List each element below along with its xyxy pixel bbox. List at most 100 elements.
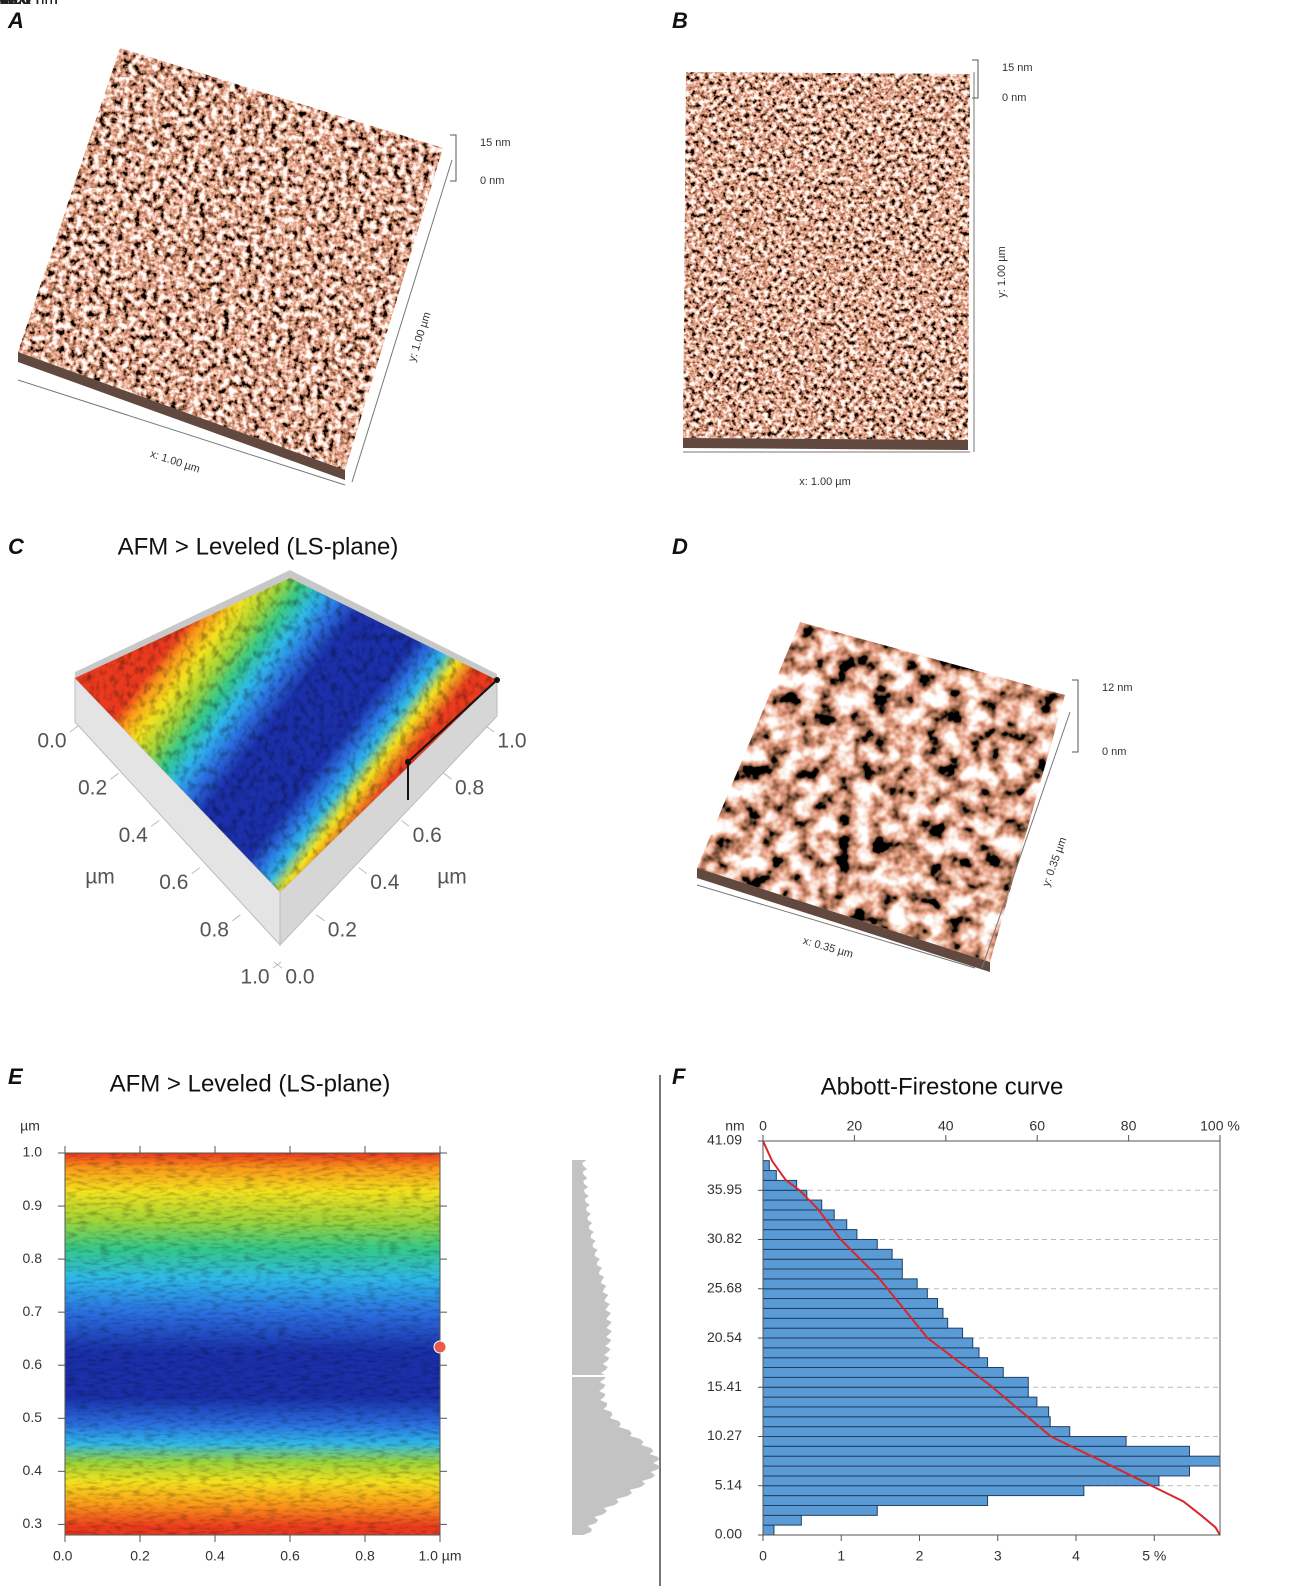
abbott-curve [762, 1140, 1221, 1536]
tick-label: 1.0 [497, 730, 526, 753]
x-tick-label: 1 [837, 1548, 845, 1564]
bar [762, 1278, 918, 1290]
tick-label: 0.6 [159, 871, 188, 894]
marker-dot [494, 677, 500, 683]
colorbar-tick-label: 15.1 nm [0, 0, 58, 8]
y-tick-label: 30.82 [707, 1230, 742, 1246]
tick [443, 772, 452, 780]
bar [762, 1238, 878, 1250]
panel-title: AFM > Leveled (LS-plane) [118, 533, 399, 560]
colorbar-tick-label: 4.0 [0, 0, 22, 8]
y-tick-label: 0.6 [23, 1356, 43, 1372]
tick-label: 0.4 [370, 871, 400, 894]
x-tick-label: 0.6 [280, 1548, 300, 1564]
bar [762, 1406, 1050, 1418]
x-tick-label: 4 [1072, 1548, 1080, 1564]
tick-label: 0.4 [119, 824, 149, 847]
y-axis-line [981, 711, 1071, 969]
y-tick-label: 10.27 [707, 1427, 742, 1443]
y-axis-label: nm [725, 1118, 744, 1134]
surface [18, 48, 443, 470]
bar [762, 1524, 775, 1536]
bar [762, 1268, 903, 1280]
scale-label: 15 nm [1002, 62, 1033, 74]
x2-tick-label: 100 % [1200, 1118, 1240, 1134]
colorbar-tick-label: 10.0 [0, 0, 31, 8]
x-axis-line [696, 884, 976, 969]
marker-dot [433, 1340, 447, 1354]
y-tick-label: 41.09 [707, 1132, 742, 1148]
bar [762, 1465, 1190, 1477]
bar [762, 1475, 1160, 1487]
bar [762, 1455, 1221, 1467]
scale-label: 15 nm [480, 137, 511, 149]
colorbar-tick-label: 0.0 [0, 0, 22, 8]
tick-label: 0.0 [285, 966, 314, 989]
tick [232, 914, 241, 922]
colorbar-tick-label: 4.0 [0, 0, 22, 8]
x-tick-label: 2 [916, 1548, 924, 1564]
y-tick-label: 0.4 [23, 1462, 43, 1478]
y-tick-label: 0.8 [23, 1250, 43, 1266]
colorbar-tick-label: 6.0 [0, 0, 22, 8]
colorbar-tick-label: 6.0 [0, 0, 22, 8]
panel-label: D [672, 534, 688, 559]
colorbar-tick-label: 5.0 [0, 0, 22, 8]
bar [762, 1396, 1038, 1408]
colorbar-tick-label: 7.0 [0, 0, 22, 8]
bar [762, 1327, 964, 1339]
tick [400, 820, 410, 827]
x-tick-label: 1.0 µm [418, 1548, 461, 1564]
x2-tick-label: 40 [938, 1118, 954, 1134]
colorbar-tick-label: 12.0 nm [0, 0, 58, 8]
surface-side [683, 438, 968, 450]
bar [762, 1416, 1051, 1428]
colorbar-tick-label: 8.0 [0, 0, 22, 8]
colorbar-tick-label: 0.0 [0, 0, 22, 8]
colorbar-tick-label: 11.0 [0, 0, 30, 8]
panel-label: F [672, 1064, 686, 1089]
tick [273, 961, 283, 969]
colorbar-tick-label: 9.0 [0, 0, 22, 8]
x2-tick-label: 80 [1121, 1118, 1137, 1134]
scale-label: 0 nm [1102, 746, 1126, 758]
x2-tick-label: 20 [847, 1118, 863, 1134]
colorbar-tick-label: 10.0 [0, 0, 31, 8]
tick [110, 772, 119, 780]
colorbar-tick-label: 5.0 [0, 0, 22, 8]
bar [762, 1337, 974, 1349]
scale-bracket [450, 134, 457, 182]
y-tick-label: 0.7 [23, 1303, 43, 1319]
panel-label: E [8, 1064, 24, 1089]
scale-label: 0 nm [1002, 92, 1026, 104]
panel-label: C [8, 534, 25, 559]
colorbar-tick-label: 3.0 [0, 0, 22, 8]
bar [762, 1485, 1085, 1497]
bar [762, 1288, 928, 1300]
colorbar-tick-label: 1.0 [0, 0, 22, 8]
bar [762, 1436, 1127, 1447]
bar [762, 1426, 1071, 1438]
colorbar-tick-label: 11.0 [0, 0, 30, 8]
colorbar-tick-label: 8.0 [0, 0, 22, 8]
tick [69, 725, 79, 733]
y-tick-label: 35.95 [707, 1181, 742, 1197]
marker-dot [405, 759, 411, 765]
side-right [279, 678, 498, 947]
y-tick-label: 25.68 [707, 1279, 742, 1295]
colorbar-tick-label: 2.0 [0, 0, 22, 8]
tick-label: 0.0 [37, 730, 66, 753]
colorbar-tick-label: 9.0 [0, 0, 22, 8]
bar [762, 1258, 903, 1270]
bar [762, 1386, 1029, 1398]
bar [762, 1209, 835, 1221]
panel-title: AFM > Leveled (LS-plane) [110, 1070, 391, 1097]
colorbar-tick-label: 10 [0, 0, 18, 8]
bar [762, 1504, 878, 1516]
y-axis-label: y: 1.00 µm [996, 246, 1008, 298]
x2-tick-label: 0 [759, 1118, 767, 1134]
x-tick-label: 0 [759, 1548, 767, 1564]
bar [762, 1229, 858, 1240]
